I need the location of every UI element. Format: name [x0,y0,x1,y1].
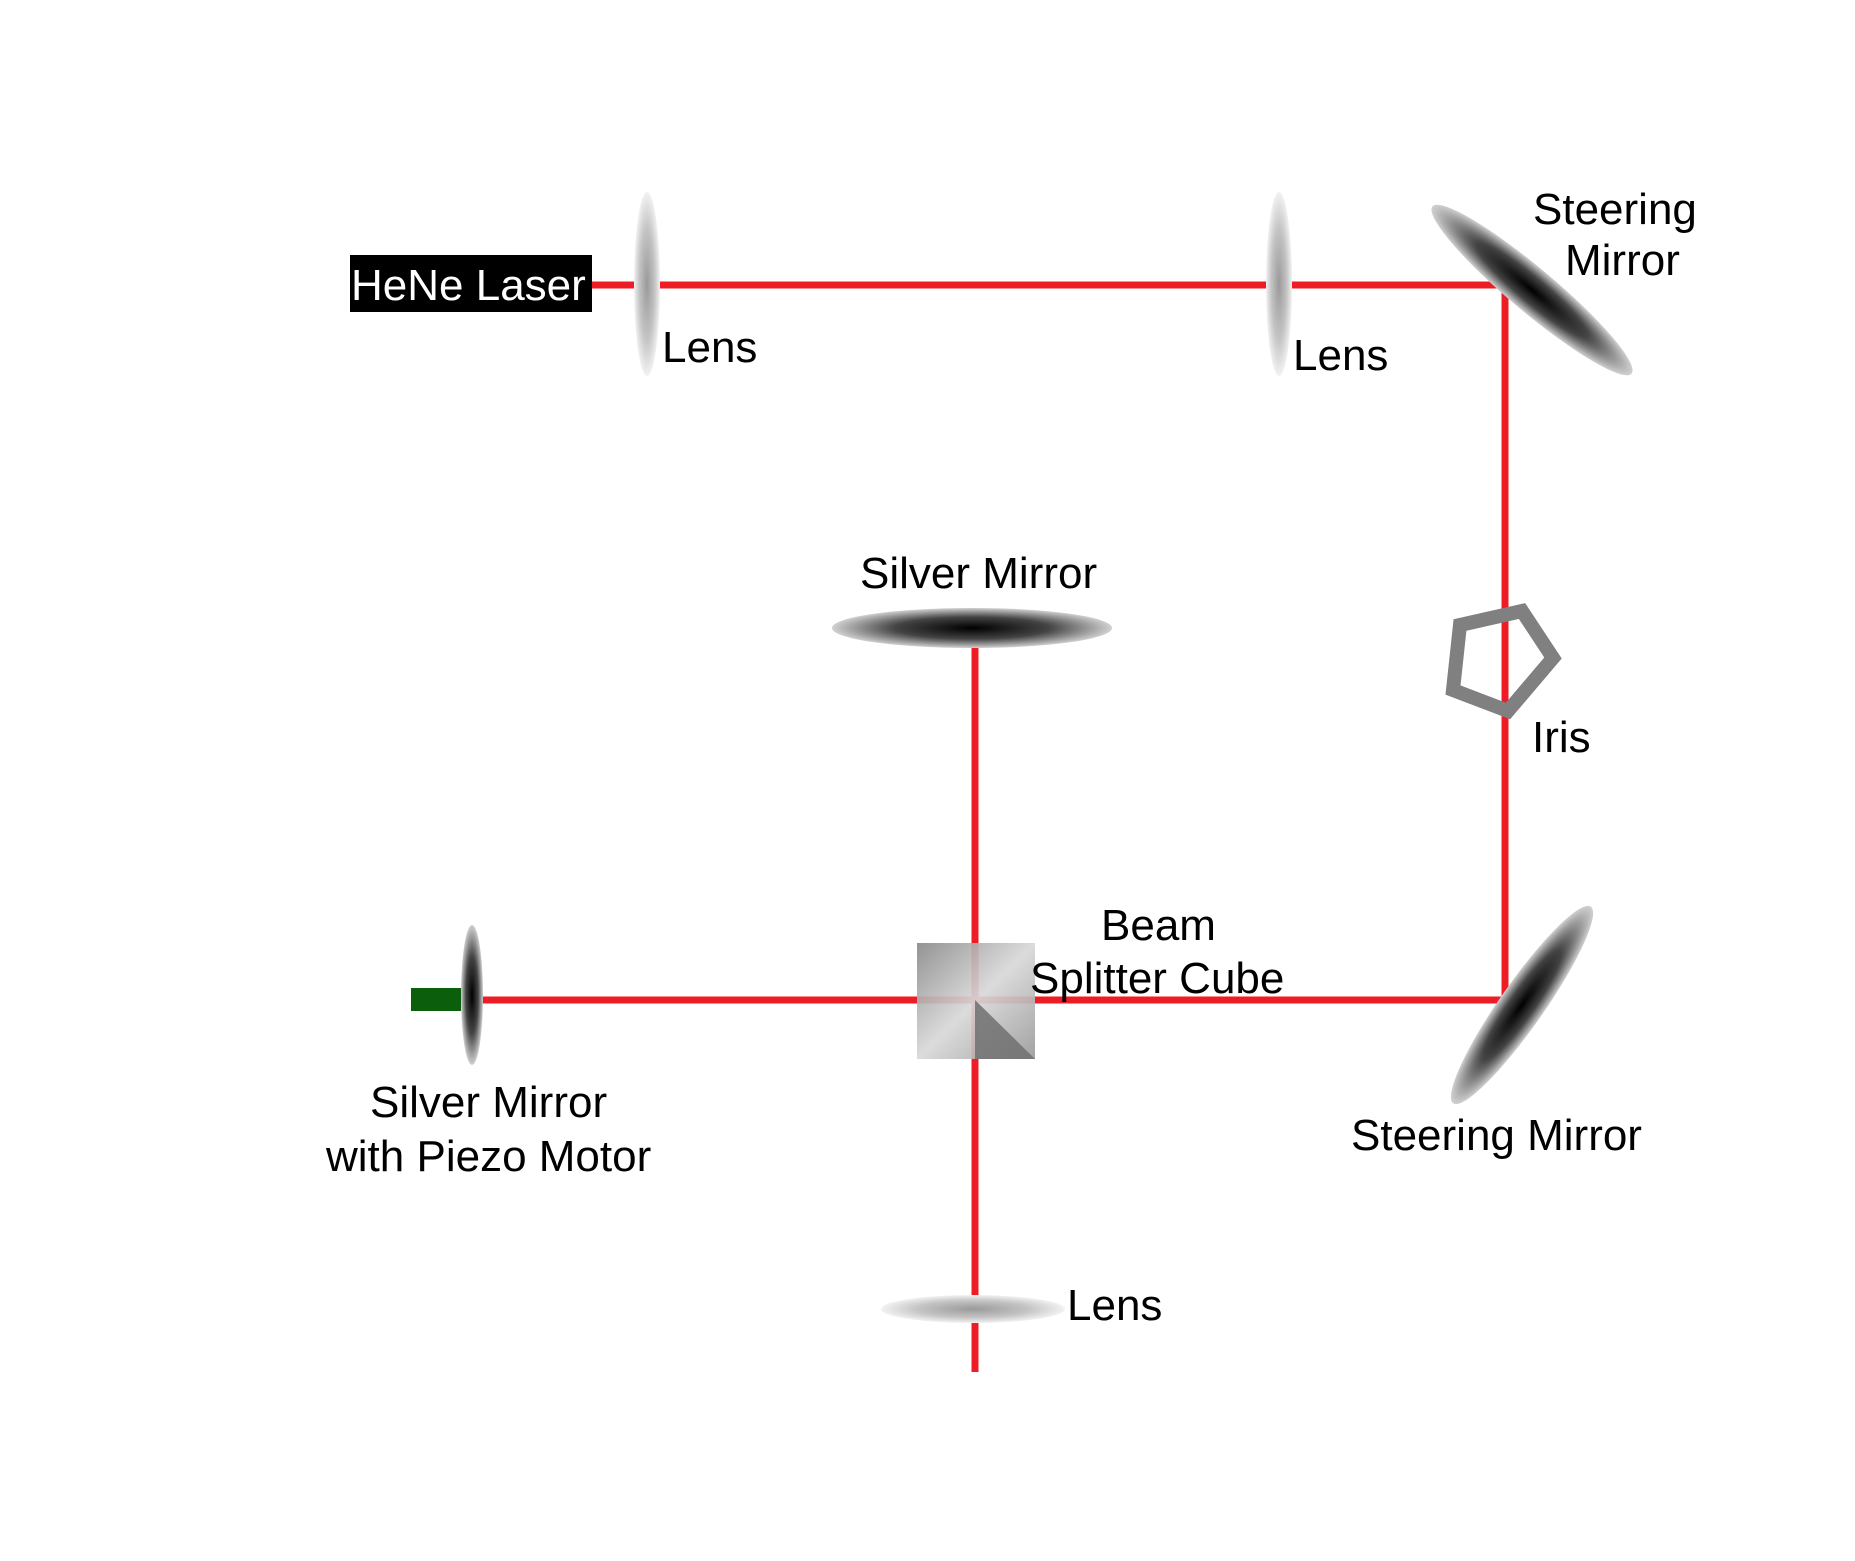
silver-mirror-piezo-label-line1: Silver Mirror [370,1078,607,1127]
piezo-motor [411,988,461,1011]
silver-mirror-top: Silver Mirror [832,549,1112,648]
lens-2: Lens [1266,192,1388,380]
lens-bottom: Lens [881,1281,1162,1330]
beam-splitter-label-line2: Splitter Cube [1030,954,1284,1003]
beam-splitter-label-line1: Beam [1101,901,1216,950]
lens-1: Lens [634,192,757,376]
lens-1-label: Lens [662,323,757,372]
steering-mirror-bottom-label: Steering Mirror [1351,1111,1642,1160]
lens-2-label: Lens [1293,331,1388,380]
lens-bottom-element [881,1295,1065,1323]
beam-splitter-cube: Beam Splitter Cube [917,901,1284,1059]
iris-pentagon-icon [1445,603,1562,720]
steering-mirror-top: Steering Mirror [1431,185,1697,376]
lens-bottom-label: Lens [1067,1281,1162,1330]
steering-mirror-top-label-line2: Mirror [1565,236,1680,285]
steering-mirror-top-label-line1: Steering [1533,185,1697,234]
iris: Iris [1445,603,1591,762]
silver-mirror-piezo: Silver Mirror with Piezo Motor [325,925,651,1181]
iris-label: Iris [1532,713,1591,762]
steering-mirror-top-element [1431,204,1633,376]
steering-mirror-bottom: Steering Mirror [1351,905,1642,1160]
silver-mirror-top-element [832,608,1112,648]
silver-mirror-top-label: Silver Mirror [860,549,1097,598]
steering-mirror-bottom-element [1450,905,1594,1105]
laser-beam-paths [475,281,1509,1372]
lens-2-element [1266,192,1292,376]
silver-mirror-piezo-element [461,925,483,1065]
laser-label: HeNe Laser [351,261,586,310]
hene-laser: HeNe Laser [350,255,592,312]
laser-body [350,255,592,312]
lens-1-element [634,192,660,376]
silver-mirror-piezo-label-line2: with Piezo Motor [325,1132,651,1181]
beam-splitter-cube-diagonal [975,1000,1035,1059]
